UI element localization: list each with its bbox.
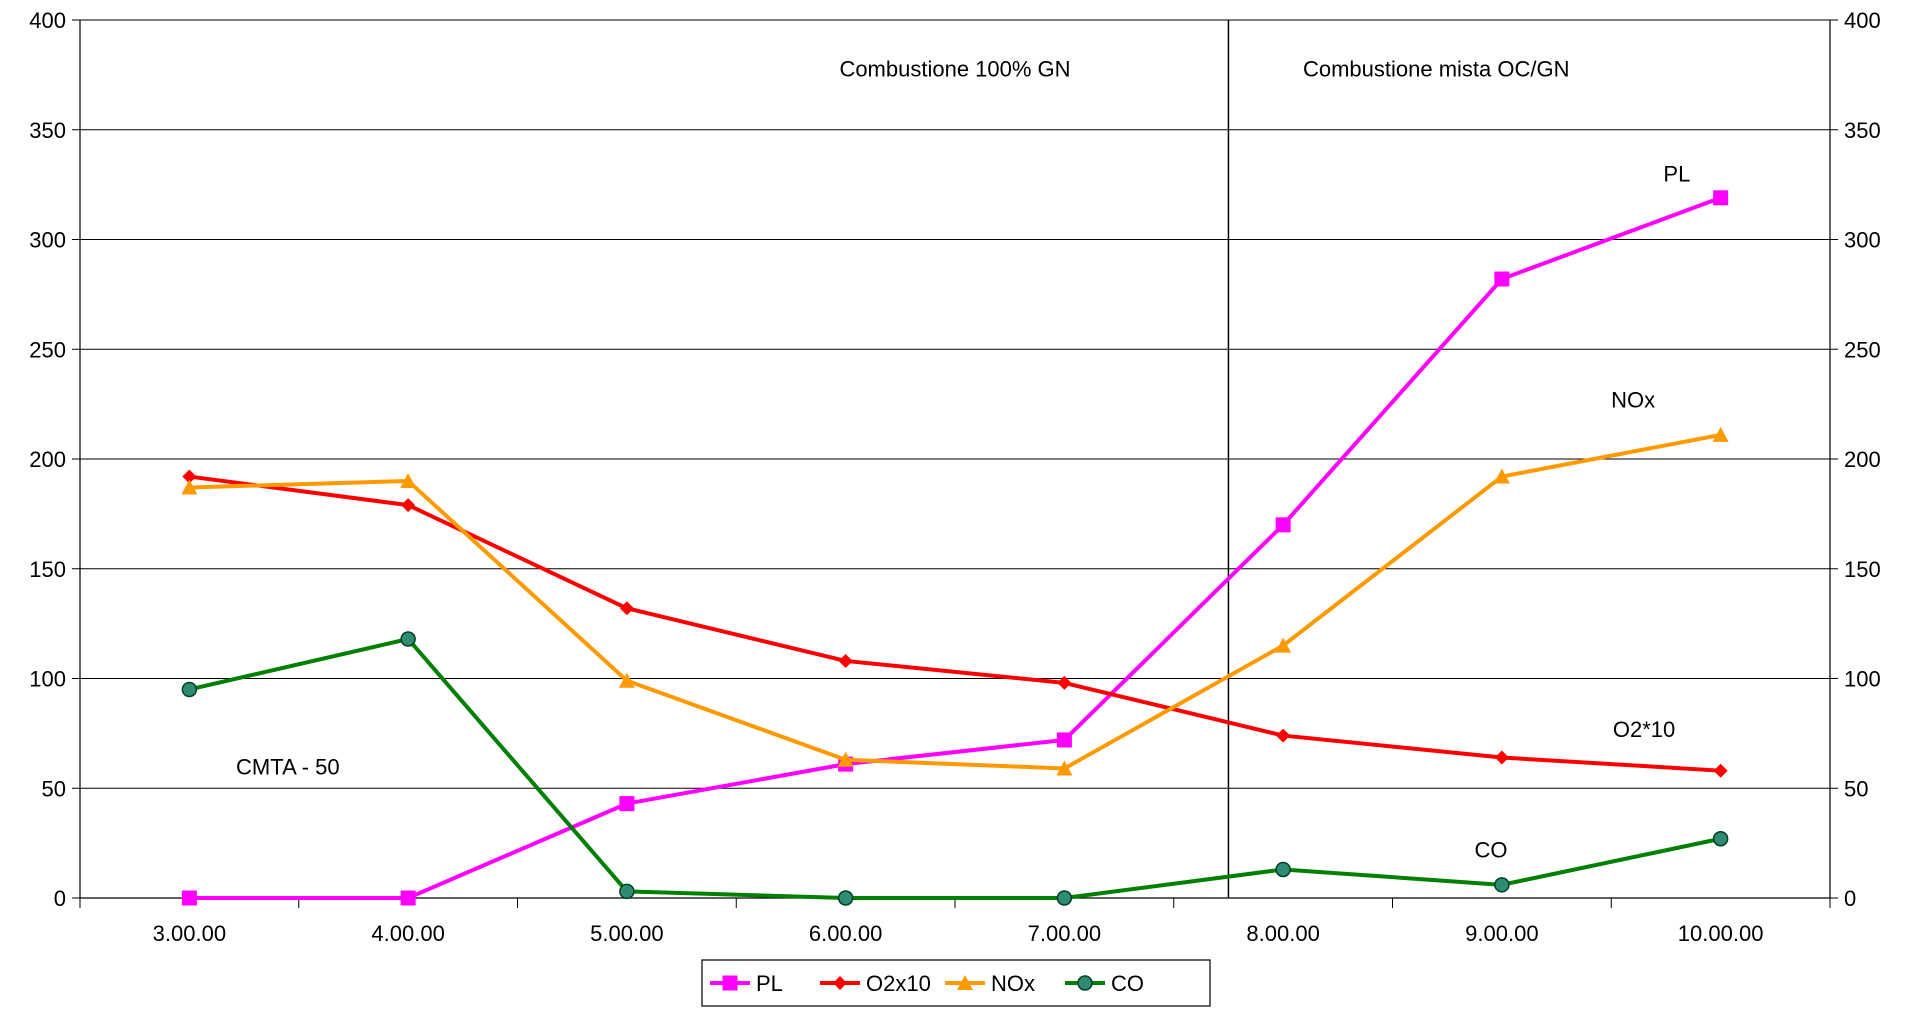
y-tick-label-left: 50 (42, 776, 66, 801)
y-tick-label-left: 350 (29, 118, 66, 143)
data-point-o2x10 (1057, 675, 1072, 690)
series-nox (181, 426, 1729, 776)
y-tick-label-left: 200 (29, 447, 66, 472)
data-point-nox (1712, 426, 1729, 442)
y-tick-label-right: 50 (1844, 776, 1868, 801)
legend-swatch-marker (957, 975, 973, 990)
data-point-co (619, 883, 635, 900)
y-tick-label-right: 0 (1844, 886, 1856, 911)
data-point-nox (618, 672, 635, 688)
legend-swatch-marker (833, 976, 847, 990)
legend-swatch-marker (722, 975, 738, 991)
y-tick-label-right: 150 (1844, 557, 1881, 582)
legend-label: CO (1111, 971, 1144, 996)
annotation-label: O2*10 (1613, 717, 1675, 742)
y-tick-label-right: 250 (1844, 337, 1881, 362)
data-point-nox (1493, 468, 1510, 484)
x-tick-label: 9.00.00 (1465, 921, 1538, 946)
data-point-pl (400, 890, 416, 906)
series-line-nox (189, 432, 1721, 771)
x-tick-label: 8.00.00 (1246, 921, 1319, 946)
data-point-co (1494, 877, 1510, 893)
series-line-o2x10 (189, 474, 1721, 773)
data-point-o2x10 (1713, 763, 1728, 778)
data-point-co (837, 890, 854, 906)
y-tick-label-right: 300 (1844, 228, 1881, 253)
data-point-pl (619, 796, 635, 812)
y-tick-label-right: 100 (1844, 667, 1881, 692)
legend-item: O2x10 (820, 971, 931, 996)
data-point-nox (1056, 760, 1073, 776)
y-tick-label-left: 150 (29, 557, 66, 582)
data-point-co (1056, 890, 1073, 906)
x-tick-label: 10.00.00 (1678, 921, 1764, 946)
legend-item: PL (710, 971, 783, 996)
annotation-label: CMTA - 50 (236, 754, 340, 779)
data-point-nox (1275, 637, 1292, 653)
legend-label: NOx (991, 971, 1035, 996)
data-point-co (400, 631, 416, 647)
data-point-o2x10 (401, 498, 416, 513)
series-line-pl (189, 195, 1722, 900)
x-tick-label: 3.00.00 (153, 921, 226, 946)
data-point-pl (1713, 190, 1729, 206)
x-tick-label: 6.00.00 (809, 921, 882, 946)
legend-label: PL (756, 971, 783, 996)
data-point-pl (181, 890, 197, 906)
data-point-o2x10 (1494, 750, 1509, 765)
data-point-co (1275, 861, 1291, 878)
data-point-pl (1494, 271, 1510, 287)
axes: 0 0 50 50 100 100 150 150 200 200 250 250 300 300 350 3… (29, 8, 1880, 946)
y-tick-label-right: 200 (1844, 447, 1881, 472)
series-pl (181, 190, 1729, 906)
y-tick-label-left: 400 (29, 8, 66, 33)
annotation-label: NOx (1611, 388, 1655, 413)
series-o2x10 (182, 469, 1728, 778)
series-group (181, 190, 1729, 906)
data-point-nox (400, 472, 417, 488)
x-tick-label: 5.00.00 (590, 921, 663, 946)
legend: PL O2x10 NOx CO (701, 959, 1211, 1007)
series-line-co (188, 636, 1722, 900)
data-point-co (1712, 830, 1729, 847)
annotations: Combustione 100% GN Combustione mista OC/… (236, 56, 1690, 862)
x-tick-label: 7.00.00 (1028, 921, 1101, 946)
series-co (181, 631, 1729, 906)
data-point-o2x10 (838, 653, 853, 668)
grid (80, 19, 1830, 789)
y-tick-label-left: 0 (54, 886, 66, 911)
annotation-label: Combustione mista OC/GN (1303, 56, 1570, 81)
y-tick-label-right: 350 (1844, 118, 1881, 143)
x-tick-label: 4.00.00 (371, 921, 444, 946)
legend-swatch-marker (1077, 975, 1093, 991)
data-point-nox (837, 751, 854, 767)
legend-item: NOx (945, 971, 1035, 996)
y-tick-label-left: 100 (29, 667, 66, 692)
y-tick-label-right: 400 (1844, 8, 1881, 33)
annotation-label: Combustione 100% GN (839, 56, 1070, 81)
annotation-label: PL (1663, 162, 1690, 187)
data-point-pl (1056, 732, 1072, 748)
data-point-co (181, 681, 198, 698)
data-point-pl (1275, 517, 1291, 533)
data-point-o2x10 (1276, 728, 1291, 743)
data-point-o2x10 (619, 601, 634, 616)
annotation-label: CO (1474, 838, 1507, 863)
y-tick-label-left: 250 (29, 337, 66, 362)
legend-label: O2x10 (866, 971, 931, 996)
data-point-o2x10 (182, 469, 197, 484)
legend-item: CO (1065, 971, 1144, 996)
data-point-nox (181, 479, 198, 495)
y-tick-label-left: 300 (29, 228, 66, 253)
